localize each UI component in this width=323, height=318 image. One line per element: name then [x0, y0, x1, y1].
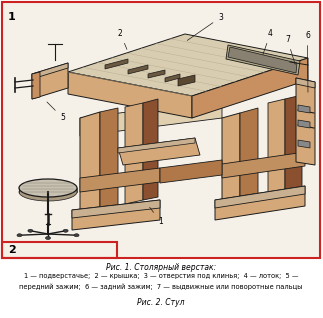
- Text: 3: 3: [187, 13, 223, 40]
- Bar: [2, 2, 320, 258]
- Polygon shape: [240, 108, 258, 210]
- Polygon shape: [125, 103, 143, 204]
- Polygon shape: [100, 108, 118, 210]
- Polygon shape: [226, 45, 300, 75]
- Polygon shape: [72, 200, 160, 218]
- Polygon shape: [192, 58, 308, 118]
- Text: 2: 2: [8, 245, 16, 255]
- Polygon shape: [222, 113, 240, 215]
- Polygon shape: [72, 200, 160, 230]
- Polygon shape: [268, 99, 285, 200]
- Ellipse shape: [28, 229, 33, 232]
- Text: 1 — подверстачье;  2 — крышка;  3 — отверстия под клинья;  4 — лоток;  5 —: 1 — подверстачье; 2 — крышка; 3 — отверс…: [24, 273, 298, 279]
- Polygon shape: [296, 78, 315, 165]
- Ellipse shape: [17, 234, 22, 237]
- Text: 6: 6: [305, 31, 310, 92]
- Polygon shape: [105, 59, 128, 69]
- Ellipse shape: [63, 229, 68, 232]
- Polygon shape: [32, 63, 68, 99]
- Polygon shape: [80, 112, 100, 216]
- Polygon shape: [215, 186, 305, 208]
- Text: 1: 1: [8, 12, 16, 22]
- Text: 2: 2: [118, 29, 127, 49]
- Polygon shape: [178, 75, 195, 86]
- Polygon shape: [296, 78, 315, 88]
- Polygon shape: [118, 138, 200, 165]
- Polygon shape: [32, 72, 40, 99]
- Polygon shape: [228, 47, 297, 73]
- Text: 7: 7: [285, 35, 295, 64]
- Text: 1: 1: [150, 207, 163, 226]
- Ellipse shape: [19, 179, 77, 197]
- Polygon shape: [80, 168, 160, 192]
- Polygon shape: [160, 160, 222, 183]
- Polygon shape: [148, 70, 165, 78]
- Ellipse shape: [74, 234, 79, 237]
- Text: передний зажим;  6 — задний зажим;  7 — выдвижные или поворотные пальцы: передний зажим; 6 — задний зажим; 7 — вы…: [19, 283, 303, 289]
- Polygon shape: [143, 99, 158, 200]
- Ellipse shape: [46, 237, 50, 239]
- Polygon shape: [298, 105, 310, 113]
- Ellipse shape: [19, 183, 77, 201]
- Text: Рис. 2. Стул: Рис. 2. Стул: [137, 298, 185, 307]
- Polygon shape: [32, 63, 68, 79]
- Polygon shape: [285, 95, 302, 196]
- Polygon shape: [222, 152, 305, 178]
- Text: Рис. 1. Столярный верстак:: Рис. 1. Столярный верстак:: [106, 263, 216, 272]
- Polygon shape: [298, 120, 310, 128]
- Polygon shape: [68, 72, 192, 118]
- Text: 4: 4: [263, 29, 273, 54]
- Polygon shape: [118, 138, 195, 153]
- Bar: [2, 242, 117, 258]
- Polygon shape: [215, 186, 305, 220]
- Polygon shape: [128, 65, 148, 74]
- Polygon shape: [165, 74, 180, 82]
- Polygon shape: [298, 140, 310, 148]
- Polygon shape: [80, 100, 222, 136]
- Text: 5: 5: [47, 102, 65, 122]
- Polygon shape: [68, 34, 308, 96]
